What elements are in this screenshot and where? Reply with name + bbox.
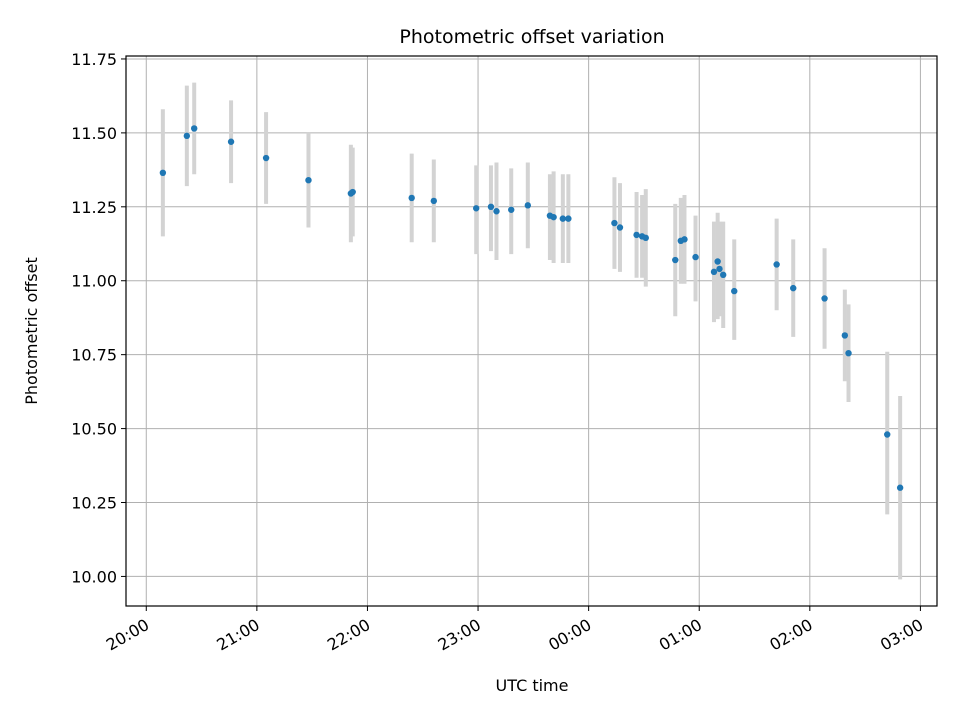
data-point: [487, 203, 495, 211]
data-point: [493, 208, 500, 215]
data-point: [524, 202, 532, 209]
data-point: [841, 332, 849, 339]
data-point: [616, 224, 624, 231]
data-point: [565, 215, 572, 222]
data-point: [710, 268, 718, 276]
y-tick-label: 10.00: [71, 567, 117, 586]
data-point: [681, 236, 688, 243]
data-point: [190, 125, 198, 132]
data-point: [714, 258, 721, 265]
data-point: [550, 213, 557, 221]
data-point: [508, 206, 515, 213]
data-point: [719, 271, 727, 279]
y-tick-label: 11.25: [71, 198, 117, 217]
data-point: [227, 138, 235, 145]
data-point: [790, 284, 797, 292]
data-points: [159, 125, 904, 491]
data-point: [884, 431, 891, 438]
data-point: [349, 188, 356, 196]
data-point: [159, 169, 167, 177]
data-point: [773, 261, 780, 268]
data-point: [305, 176, 312, 184]
chart-title: Photometric offset variation: [399, 26, 664, 48]
data-point: [716, 265, 723, 273]
data-point: [672, 256, 679, 264]
data-point: [692, 253, 699, 261]
data-point: [430, 197, 438, 205]
data-point: [559, 215, 567, 222]
plot-frame: [125, 55, 938, 607]
y-axis: 10.00 10.25 10.50 10.75 11.00 11.25 11.50 11.75: [71, 50, 126, 586]
data-point: [183, 132, 191, 140]
grid: [126, 56, 937, 606]
data-point: [642, 234, 649, 242]
y-tick-label: 11.00: [71, 272, 117, 291]
y-tick-label: 11.50: [71, 124, 117, 143]
y-axis-label: Photometric offset: [22, 257, 41, 405]
data-point: [262, 154, 270, 162]
data-point: [896, 484, 904, 491]
data-point: [611, 219, 618, 227]
data-point: [821, 295, 828, 302]
y-tick-label: 10.50: [71, 420, 117, 439]
y-tick-label: 11.75: [71, 50, 117, 69]
data-point: [633, 231, 640, 239]
data-point: [845, 349, 852, 357]
data-point: [408, 194, 415, 202]
data-point: [731, 287, 738, 295]
y-tick-label: 10.25: [71, 494, 117, 513]
data-point: [473, 205, 480, 212]
y-tick-label: 10.75: [71, 346, 117, 365]
x-axis-label: UTC time: [496, 676, 569, 695]
